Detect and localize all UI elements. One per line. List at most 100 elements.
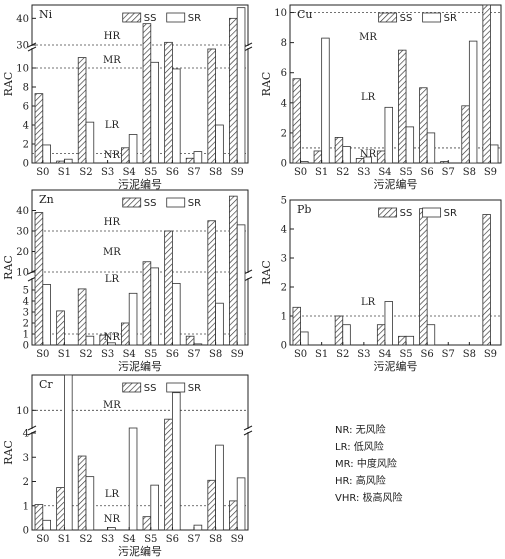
bar-sr: [342, 146, 351, 164]
bar-sr: [128, 427, 138, 531]
bar-sr: [85, 335, 95, 346]
bar-sr: [342, 324, 351, 346]
bar-ss: [142, 261, 152, 346]
bar-sr: [426, 324, 436, 346]
series-legend: SS SR: [122, 382, 201, 394]
x-tick-label: S4: [123, 167, 136, 178]
y-tick-label: 0: [23, 526, 29, 537]
bar-ss: [482, 4, 491, 164]
axis-break-gap: [28, 273, 252, 278]
bar-sr: [215, 302, 224, 346]
bar-ss: [398, 49, 407, 164]
bar-ss: [207, 479, 217, 531]
y-axis-label: RAC: [2, 440, 15, 465]
bar-sr: [405, 126, 415, 164]
x-tick-label: S7: [187, 534, 200, 545]
bar-ss: [142, 23, 152, 164]
legend-label-ss: SS: [400, 208, 413, 219]
bar-ss: [292, 306, 301, 346]
x-tick-label: S9: [484, 167, 497, 178]
bar-sr: [42, 284, 51, 346]
legend-label-sr: SR: [188, 13, 201, 24]
y-tick-label: 4: [281, 225, 287, 236]
y-tick-label: 40: [16, 14, 29, 25]
bar-ss: [334, 315, 344, 346]
y-tick-label: 1: [23, 501, 29, 512]
risk-key-nr: NR: 无风险: [335, 423, 386, 436]
bar-sr: [215, 124, 224, 164]
bar-ss: [376, 150, 386, 164]
bar-sr: [85, 476, 95, 531]
y-tick-label: 10: [274, 8, 287, 19]
bar-ss: [164, 418, 173, 531]
axis-break-mark: [243, 425, 253, 431]
bar-ss: [164, 41, 173, 164]
x-tick-label: S8: [209, 167, 222, 178]
risk-zone-label: MR: [103, 247, 121, 258]
x-tick-label: S4: [378, 349, 391, 360]
bar-ss: [121, 147, 130, 164]
y-tick-label: 2: [281, 128, 287, 139]
axis-break-gap: [28, 429, 252, 432]
x-tick-label: S0: [294, 349, 307, 360]
bar-sr: [236, 7, 246, 164]
x-tick-label: S4: [123, 349, 136, 360]
risk-key-vhr: VHR: 极高风险: [335, 491, 403, 504]
bar-sr: [321, 37, 330, 164]
y-tick-label: 0: [23, 159, 29, 170]
bar-ss: [229, 195, 238, 346]
bar-sr: [128, 134, 138, 164]
bar-sr: [236, 477, 246, 531]
bar-ss: [185, 335, 195, 346]
legend-swatch-ss: [378, 12, 398, 23]
y-tick-label: 2: [23, 319, 29, 330]
y-tick-label: 0: [281, 341, 287, 352]
bar-ss: [99, 334, 108, 346]
y-tick-label: 30: [16, 41, 29, 52]
bar-sr: [384, 106, 393, 164]
axis-break-gap: [28, 46, 252, 48]
x-tick-label: S1: [315, 349, 328, 360]
plot-frame: [31, 189, 249, 346]
risk-zone-label: MR: [359, 32, 377, 43]
x-tick-label: S7: [442, 167, 455, 178]
legend-swatch-ss: [122, 197, 142, 208]
y-tick-label: 3: [23, 308, 29, 319]
risk-zone-label: LR: [361, 297, 376, 308]
bar-ss: [419, 208, 428, 346]
bar-ss: [121, 322, 130, 346]
bar-sr: [384, 301, 393, 346]
element-label: Cu: [297, 8, 313, 21]
bar-sr: [426, 132, 436, 164]
plot-frame: [31, 4, 249, 164]
risk-zone-label: NR: [104, 514, 121, 525]
x-tick-label: S5: [144, 349, 157, 360]
x-tick-label: S5: [144, 167, 157, 178]
plot-frame: [289, 199, 502, 346]
x-tick-label: S6: [166, 167, 179, 178]
y-tick-label: 2: [23, 477, 29, 488]
x-axis-label: 污泥编号: [374, 359, 418, 373]
y-tick-label: 40: [16, 206, 29, 217]
bar-sr: [42, 144, 51, 164]
bar-sr: [236, 224, 246, 346]
x-tick-label: S9: [231, 349, 244, 360]
y-tick-label: 4: [23, 297, 29, 308]
bar-ss: [398, 335, 407, 346]
bar-sr: [193, 343, 203, 346]
bar-ss: [34, 504, 44, 531]
x-tick-label: S8: [463, 167, 476, 178]
bar-ss: [207, 220, 217, 346]
x-tick-label: S9: [484, 349, 497, 360]
risk-zone-label: LR: [105, 274, 120, 285]
bar-sr: [215, 444, 224, 531]
bar-sr: [150, 61, 159, 164]
bar-sr: [64, 158, 73, 164]
x-tick-label: S7: [187, 349, 200, 360]
bar-sr: [42, 519, 51, 531]
x-axis-label: 污泥编号: [374, 177, 418, 191]
y-tick-label: 4: [281, 98, 287, 109]
risk-legend: NR: 无风险 LR: 低风险 MR: 中度风险 HR: 高风险 VHR: 极高风险: [335, 423, 403, 504]
